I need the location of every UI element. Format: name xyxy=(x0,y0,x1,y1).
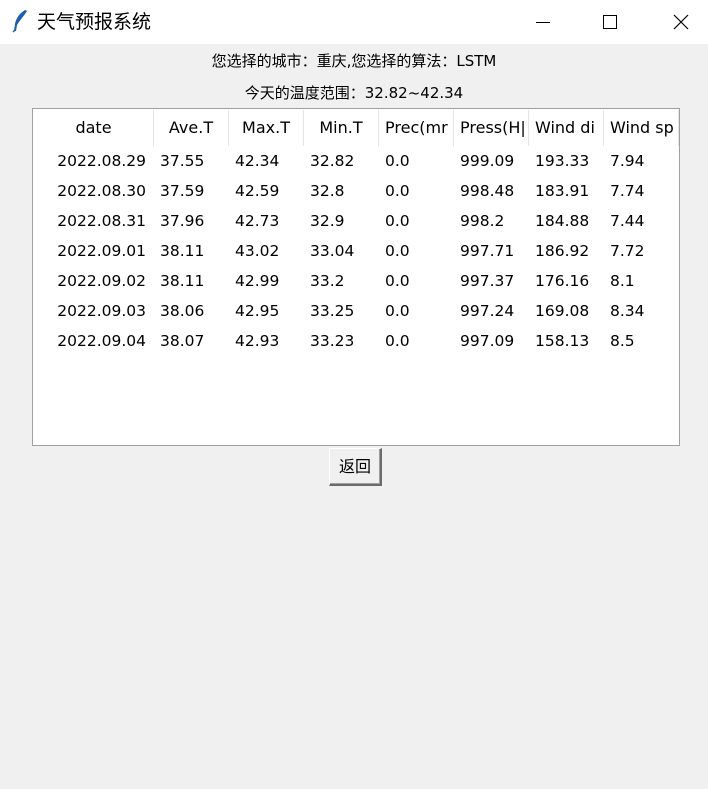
table-cell: 37.55 xyxy=(160,152,205,170)
table-cell: 2022.09.04 xyxy=(57,332,146,350)
table-cell: 38.11 xyxy=(160,272,205,290)
selection-info-label: 您选择的城市：重庆,您选择的算法：LSTM xyxy=(211,52,497,70)
table-cell: 0.0 xyxy=(385,242,410,260)
table-row[interactable]: 2022.09.02 38.11 42.99 33.2 0.0 997.37 176.16 8… xyxy=(34,266,679,296)
table-cell: 2022.08.29 xyxy=(57,152,146,170)
table-cell: 2022.09.02 xyxy=(57,272,146,290)
table-cell: 8.1 xyxy=(610,272,635,290)
column-header[interactable]: Press(H| xyxy=(454,110,529,146)
column-header[interactable]: Ave.T xyxy=(154,110,229,146)
table-cell: 32.82 xyxy=(310,152,355,170)
table-cell: 176.16 xyxy=(535,272,590,290)
table-cell: 42.99 xyxy=(235,272,280,290)
table-cell: 0.0 xyxy=(385,152,410,170)
table-cell: 38.07 xyxy=(160,332,205,350)
maximize-icon xyxy=(603,15,617,29)
table-cell: 38.06 xyxy=(160,302,205,320)
back-button[interactable]: 返回 xyxy=(329,448,382,486)
table-cell: 2022.09.01 xyxy=(57,242,146,260)
table-cell: 32.9 xyxy=(310,212,345,230)
table-cell: 186.92 xyxy=(535,242,590,260)
table-cell: 43.02 xyxy=(235,242,280,260)
table-cell: 33.23 xyxy=(310,332,355,350)
table-cell: 42.93 xyxy=(235,332,280,350)
table-cell: 33.2 xyxy=(310,272,345,290)
table-cell: 38.11 xyxy=(160,242,205,260)
table-cell: 42.34 xyxy=(235,152,280,170)
minimize-button[interactable] xyxy=(508,0,578,44)
table-cell: 37.96 xyxy=(160,212,205,230)
table-cell: 33.04 xyxy=(310,242,355,260)
table-row[interactable]: 2022.08.30 37.59 42.59 32.8 0.0 998.48 183.91 7… xyxy=(34,176,679,206)
table-cell: 997.09 xyxy=(460,332,515,350)
table-cell: 7.72 xyxy=(610,242,645,260)
temperature-range-label: 今天的温度范围：32.82~42.34 xyxy=(244,84,464,102)
table-cell: 0.0 xyxy=(385,212,410,230)
table-cell: 997.71 xyxy=(460,242,515,260)
table-cell: 8.34 xyxy=(610,302,645,320)
table-cell: 997.37 xyxy=(460,272,515,290)
table-cell: 0.0 xyxy=(385,272,410,290)
table-cell: 33.25 xyxy=(310,302,355,320)
table-row[interactable]: 2022.08.31 37.96 42.73 32.9 0.0 998.2 184.88 7.… xyxy=(34,206,679,236)
column-header[interactable]: date xyxy=(34,110,154,146)
close-icon xyxy=(673,14,689,30)
table-cell: 0.0 xyxy=(385,182,410,200)
table-cell: 7.74 xyxy=(610,182,645,200)
table-cell: 999.09 xyxy=(460,152,515,170)
close-button[interactable] xyxy=(646,0,708,44)
feather-icon xyxy=(10,9,30,33)
column-header[interactable]: Prec(mr xyxy=(379,110,454,146)
table-cell: 2022.09.03 xyxy=(57,302,146,320)
table-row[interactable]: 2022.08.29 37.55 42.34 32.82 0.0 999.09 193.33… xyxy=(34,146,679,176)
table-cell: 37.59 xyxy=(160,182,205,200)
table-header: date Ave.T Max.T Min.T Prec(mr Press(H| Wind d… xyxy=(34,110,679,146)
column-header[interactable]: Wind sp xyxy=(604,110,679,146)
minimize-icon xyxy=(536,22,550,23)
forecast-table[interactable]: date Ave.T Max.T Min.T Prec(mr Press(H| Wind d… xyxy=(32,108,680,446)
table-cell: 7.44 xyxy=(610,212,645,230)
table-cell: 0.0 xyxy=(385,332,410,350)
table-cell: 184.88 xyxy=(535,212,590,230)
table-row[interactable]: 2022.09.01 38.11 43.02 33.04 0.0 997.71 186.92… xyxy=(34,236,679,266)
table-cell: 0.0 xyxy=(385,302,410,320)
table-cell: 997.24 xyxy=(460,302,515,320)
table-cell: 183.91 xyxy=(535,182,590,200)
maximize-button[interactable] xyxy=(575,0,645,44)
column-header[interactable]: Wind di xyxy=(529,110,604,146)
table-cell: 158.13 xyxy=(535,332,590,350)
table-body: 2022.08.29 37.55 42.34 32.82 0.0 999.09 193.33… xyxy=(34,146,679,356)
window-title: 天气预报系统 xyxy=(37,11,152,33)
table-cell: 42.59 xyxy=(235,182,280,200)
table-cell: 2022.08.30 xyxy=(57,182,146,200)
table-cell: 998.48 xyxy=(460,182,515,200)
table-cell: 42.95 xyxy=(235,302,280,320)
column-header[interactable]: Min.T xyxy=(304,110,379,146)
table-row[interactable]: 2022.09.03 38.06 42.95 33.25 0.0 997.24 169.08… xyxy=(34,296,679,326)
table-row[interactable]: 2022.09.04 38.07 42.93 33.23 0.0 997.09 158.13… xyxy=(34,326,679,356)
title-bar[interactable]: 天气预报系统 xyxy=(0,0,708,44)
column-header[interactable]: Max.T xyxy=(229,110,304,146)
table-cell: 169.08 xyxy=(535,302,590,320)
table-cell: 32.8 xyxy=(310,182,345,200)
table-cell: 193.33 xyxy=(535,152,590,170)
table-cell: 7.94 xyxy=(610,152,645,170)
table-cell: 8.5 xyxy=(610,332,635,350)
table-cell: 2022.08.31 xyxy=(57,212,146,230)
table-cell: 998.2 xyxy=(460,212,505,230)
table-cell: 42.73 xyxy=(235,212,280,230)
